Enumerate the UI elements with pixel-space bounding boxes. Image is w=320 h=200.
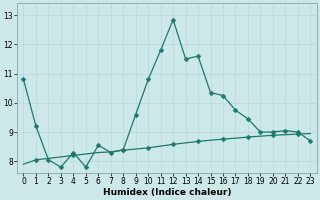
X-axis label: Humidex (Indice chaleur): Humidex (Indice chaleur) bbox=[103, 188, 231, 197]
